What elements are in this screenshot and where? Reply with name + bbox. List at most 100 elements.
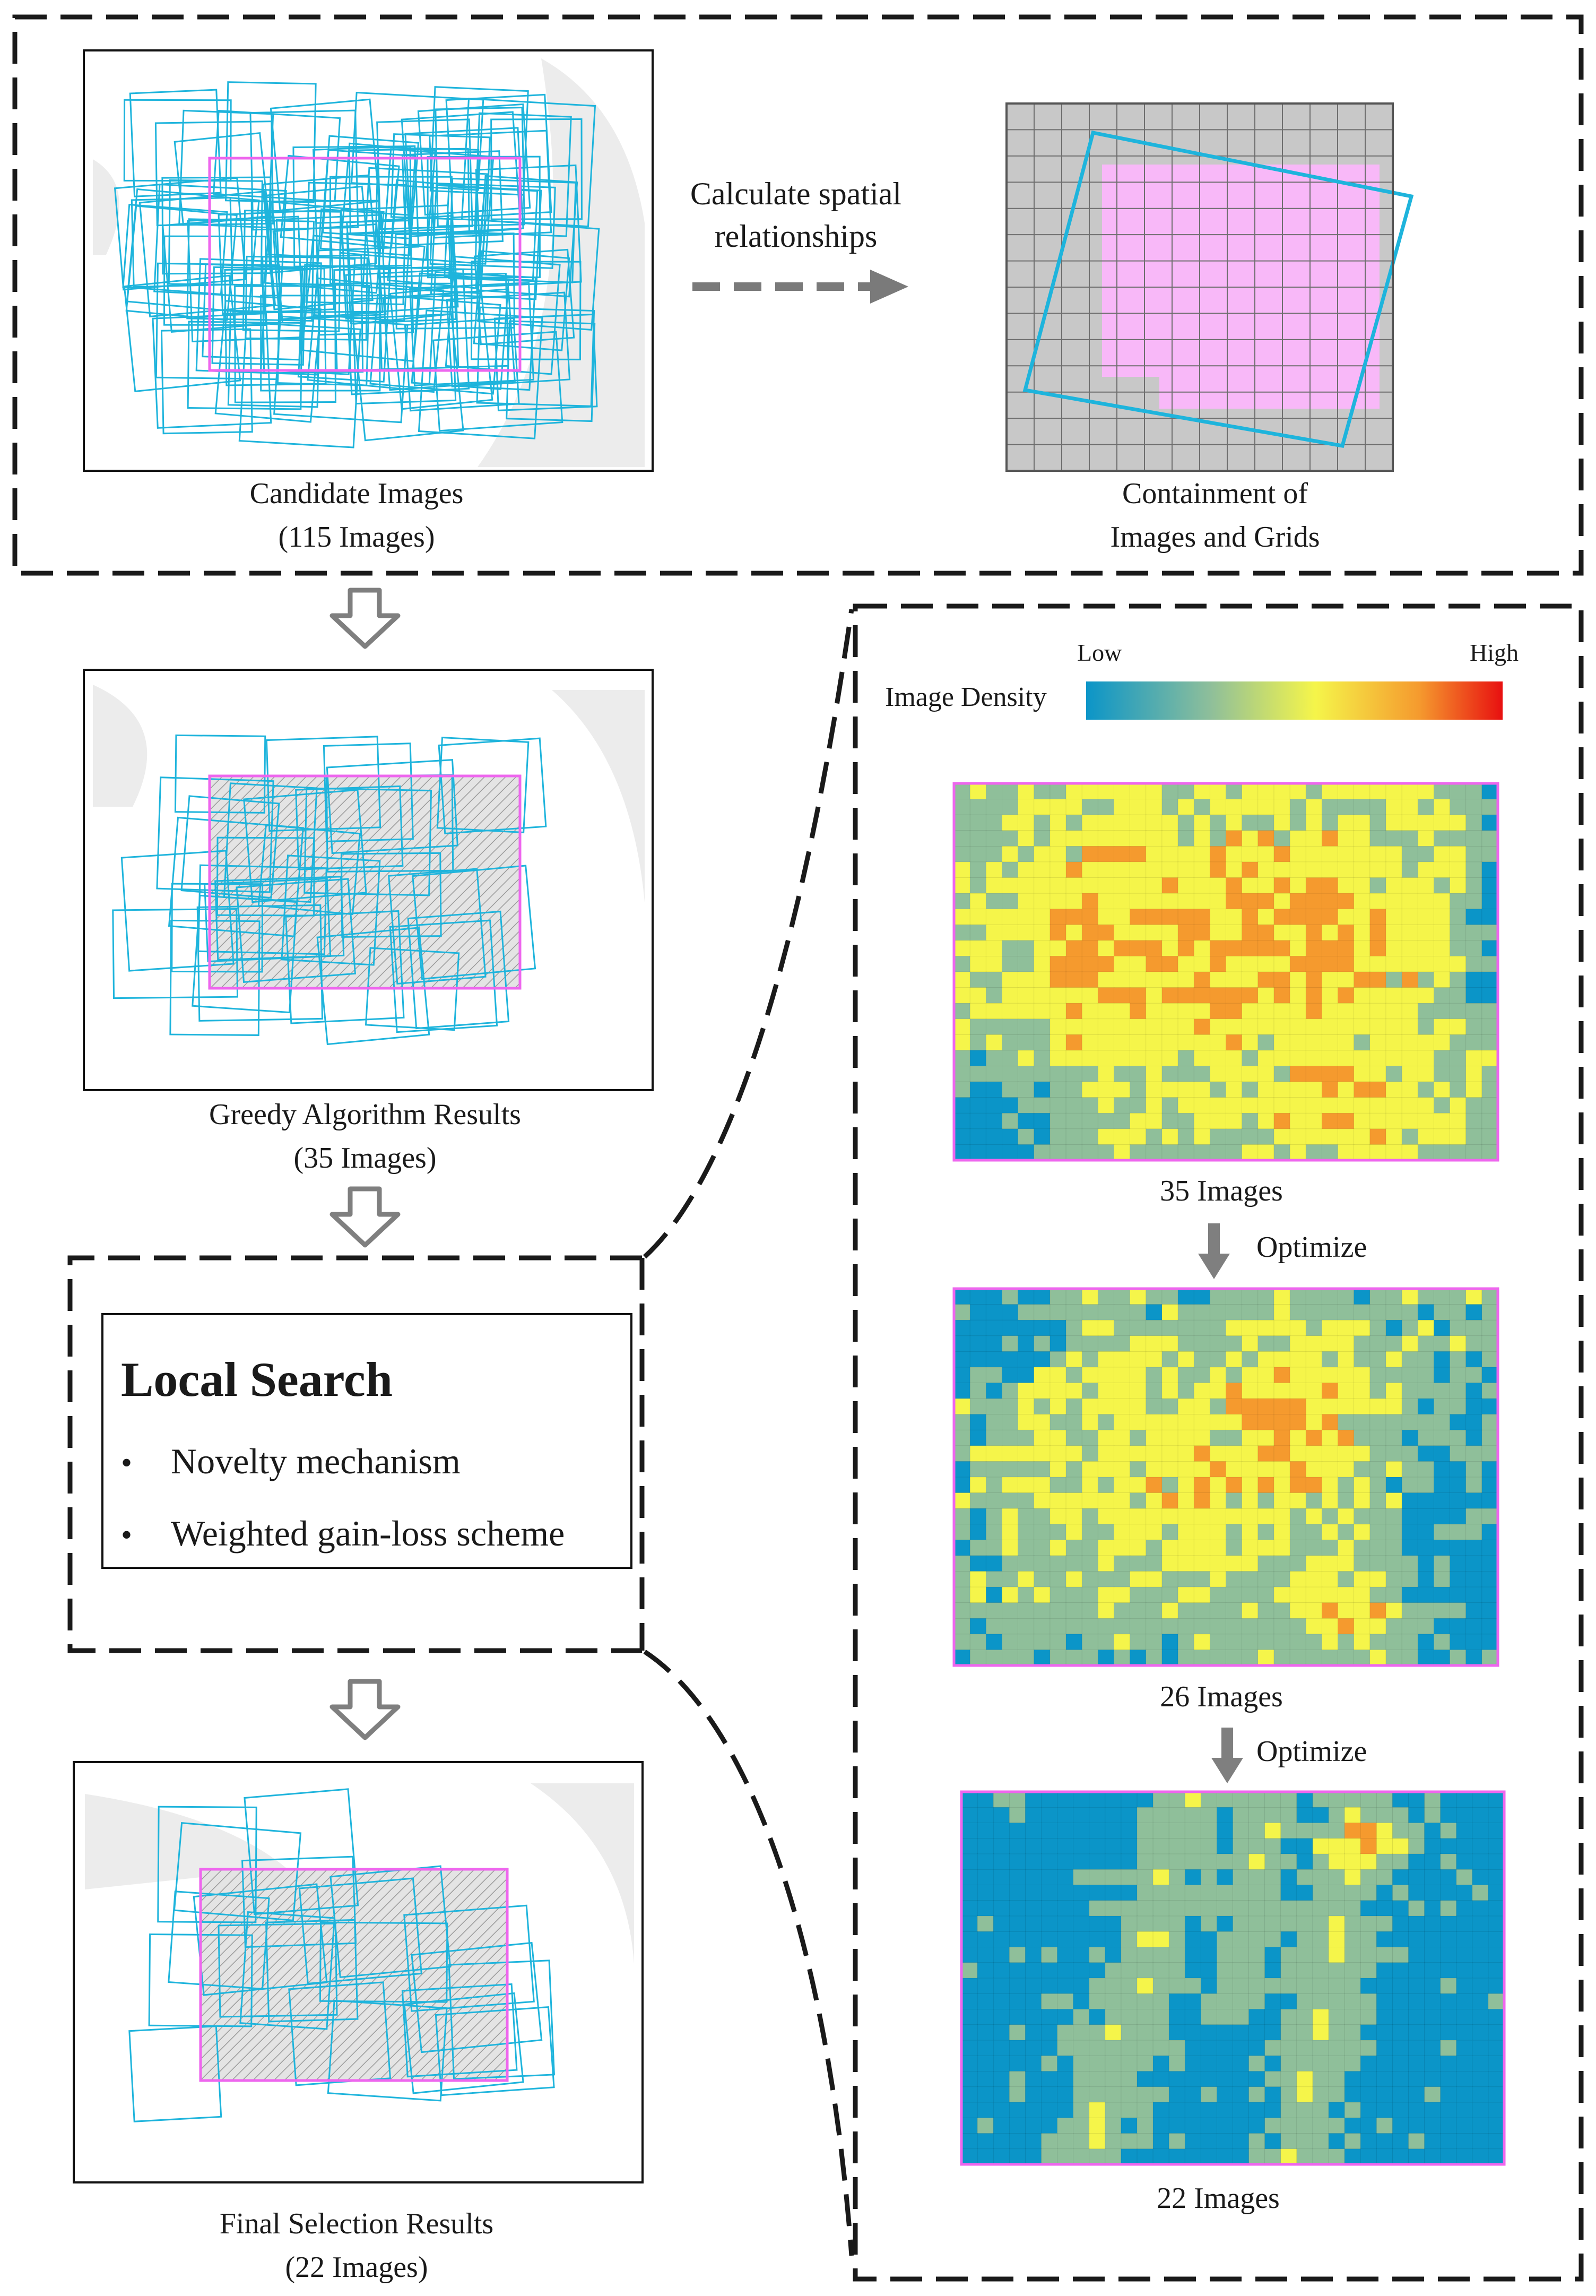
density-cell (1193, 924, 1211, 941)
density-cell (1114, 814, 1131, 831)
density-cell (1146, 1414, 1163, 1431)
density-cell (1226, 1003, 1243, 1020)
density-cell (1434, 909, 1451, 926)
density-cell (1121, 1978, 1138, 1995)
density-cell (1161, 1414, 1178, 1431)
density-cell (1440, 1807, 1457, 1824)
density-cell (1338, 1524, 1355, 1541)
density-cell (1105, 1869, 1122, 1886)
density-cell (1233, 1978, 1250, 1995)
density-cell (1184, 2086, 1202, 2103)
density-cell (1257, 1524, 1274, 1541)
density-cell (1065, 1634, 1083, 1651)
density-cell (1002, 987, 1019, 1004)
density-cell (1065, 1524, 1083, 1541)
density-cell (1065, 1034, 1083, 1051)
density-cell (985, 940, 1003, 957)
density-cell (1025, 1885, 1042, 1901)
density-cell (1321, 845, 1339, 862)
density-cell (1114, 1066, 1131, 1082)
density-cell (1408, 1978, 1425, 1995)
density-cell (1417, 877, 1435, 894)
density-cell (1121, 1931, 1138, 1948)
density-cell (1296, 1931, 1313, 1948)
candidate-footprints (114, 81, 600, 448)
density-cell (953, 1351, 971, 1368)
density-cell (1200, 2040, 1218, 2057)
density-cell (1369, 924, 1386, 941)
density-cell (1065, 924, 1083, 941)
density-cell (1488, 1853, 1505, 1870)
density-cell (1280, 1915, 1297, 1932)
density-cell (1280, 2071, 1297, 2087)
candidate-caption-line2: (115 Images) (279, 521, 435, 554)
density-cell (1177, 1508, 1195, 1525)
density-cell (1152, 2055, 1170, 2072)
density-cell (993, 2024, 1010, 2041)
density-cell (1312, 1947, 1329, 1963)
density-cell (1002, 1571, 1019, 1587)
density-cell (1137, 1838, 1153, 1854)
density-cell (1257, 1066, 1274, 1082)
density-cell (1097, 1461, 1115, 1478)
density-cell (1200, 1931, 1218, 1948)
density-cell (1257, 940, 1274, 957)
density-cell (1401, 1097, 1419, 1114)
density-cell (1354, 1398, 1371, 1415)
density-cell (1002, 971, 1019, 988)
density-cell (1424, 2148, 1441, 2165)
density-cell (1114, 893, 1131, 910)
density-cell (1034, 845, 1051, 862)
density-cell (1097, 1018, 1115, 1035)
density-cell (1465, 1650, 1482, 1666)
density-cell (1226, 971, 1243, 988)
density-cell (1193, 799, 1211, 816)
density-cell (977, 1838, 994, 1854)
density-cell (993, 1931, 1010, 1948)
image-footprint (404, 317, 520, 412)
density-cell (1137, 2024, 1153, 2041)
density-cell (1002, 940, 1019, 957)
density-cell (1034, 1539, 1051, 1556)
image-footprint (352, 313, 464, 442)
density-cell (1305, 1112, 1323, 1129)
density-cell (1305, 1018, 1323, 1035)
density-cell (1385, 1128, 1403, 1145)
density-cell (1401, 893, 1419, 910)
density-cell (1034, 1461, 1051, 1478)
density-cell (1097, 877, 1115, 894)
density-cell (1401, 1650, 1419, 1666)
density-cell (1385, 1034, 1403, 1051)
density-cell (1226, 1571, 1243, 1587)
density-cell (1273, 1050, 1290, 1067)
density-cell (1217, 2009, 1234, 2025)
density-cell (1376, 2024, 1393, 2041)
density-cell (1417, 1555, 1435, 1572)
density-cell (1226, 1383, 1243, 1399)
density-cell (1184, 2133, 1202, 2150)
density-cell (1465, 924, 1482, 941)
density-cell (1360, 2133, 1377, 2150)
density-cell (1193, 1304, 1211, 1321)
density-cell (1073, 1900, 1090, 1917)
density-cell (1002, 877, 1019, 894)
density-cell (969, 1288, 987, 1305)
density-cell (1385, 783, 1403, 800)
density-cell (1065, 1461, 1083, 1478)
density-cell (1105, 1962, 1122, 1979)
density-cell (1257, 1081, 1274, 1098)
density-cell (1137, 2040, 1153, 2057)
density-cell (1481, 877, 1498, 894)
density-cell (1417, 783, 1435, 800)
density-cell (1392, 1853, 1409, 1870)
density-cell (1376, 1791, 1393, 1808)
density-cell (1161, 1288, 1178, 1305)
density-cell (1273, 783, 1290, 800)
aoi-rectangle (199, 1868, 509, 2082)
density-cell (1264, 2009, 1281, 2025)
image-footprint (241, 1855, 357, 1948)
density-cell (1018, 1050, 1035, 1067)
density-cell (1369, 909, 1386, 926)
density-cell (1025, 2024, 1042, 2041)
density-cell (1002, 1461, 1019, 1478)
